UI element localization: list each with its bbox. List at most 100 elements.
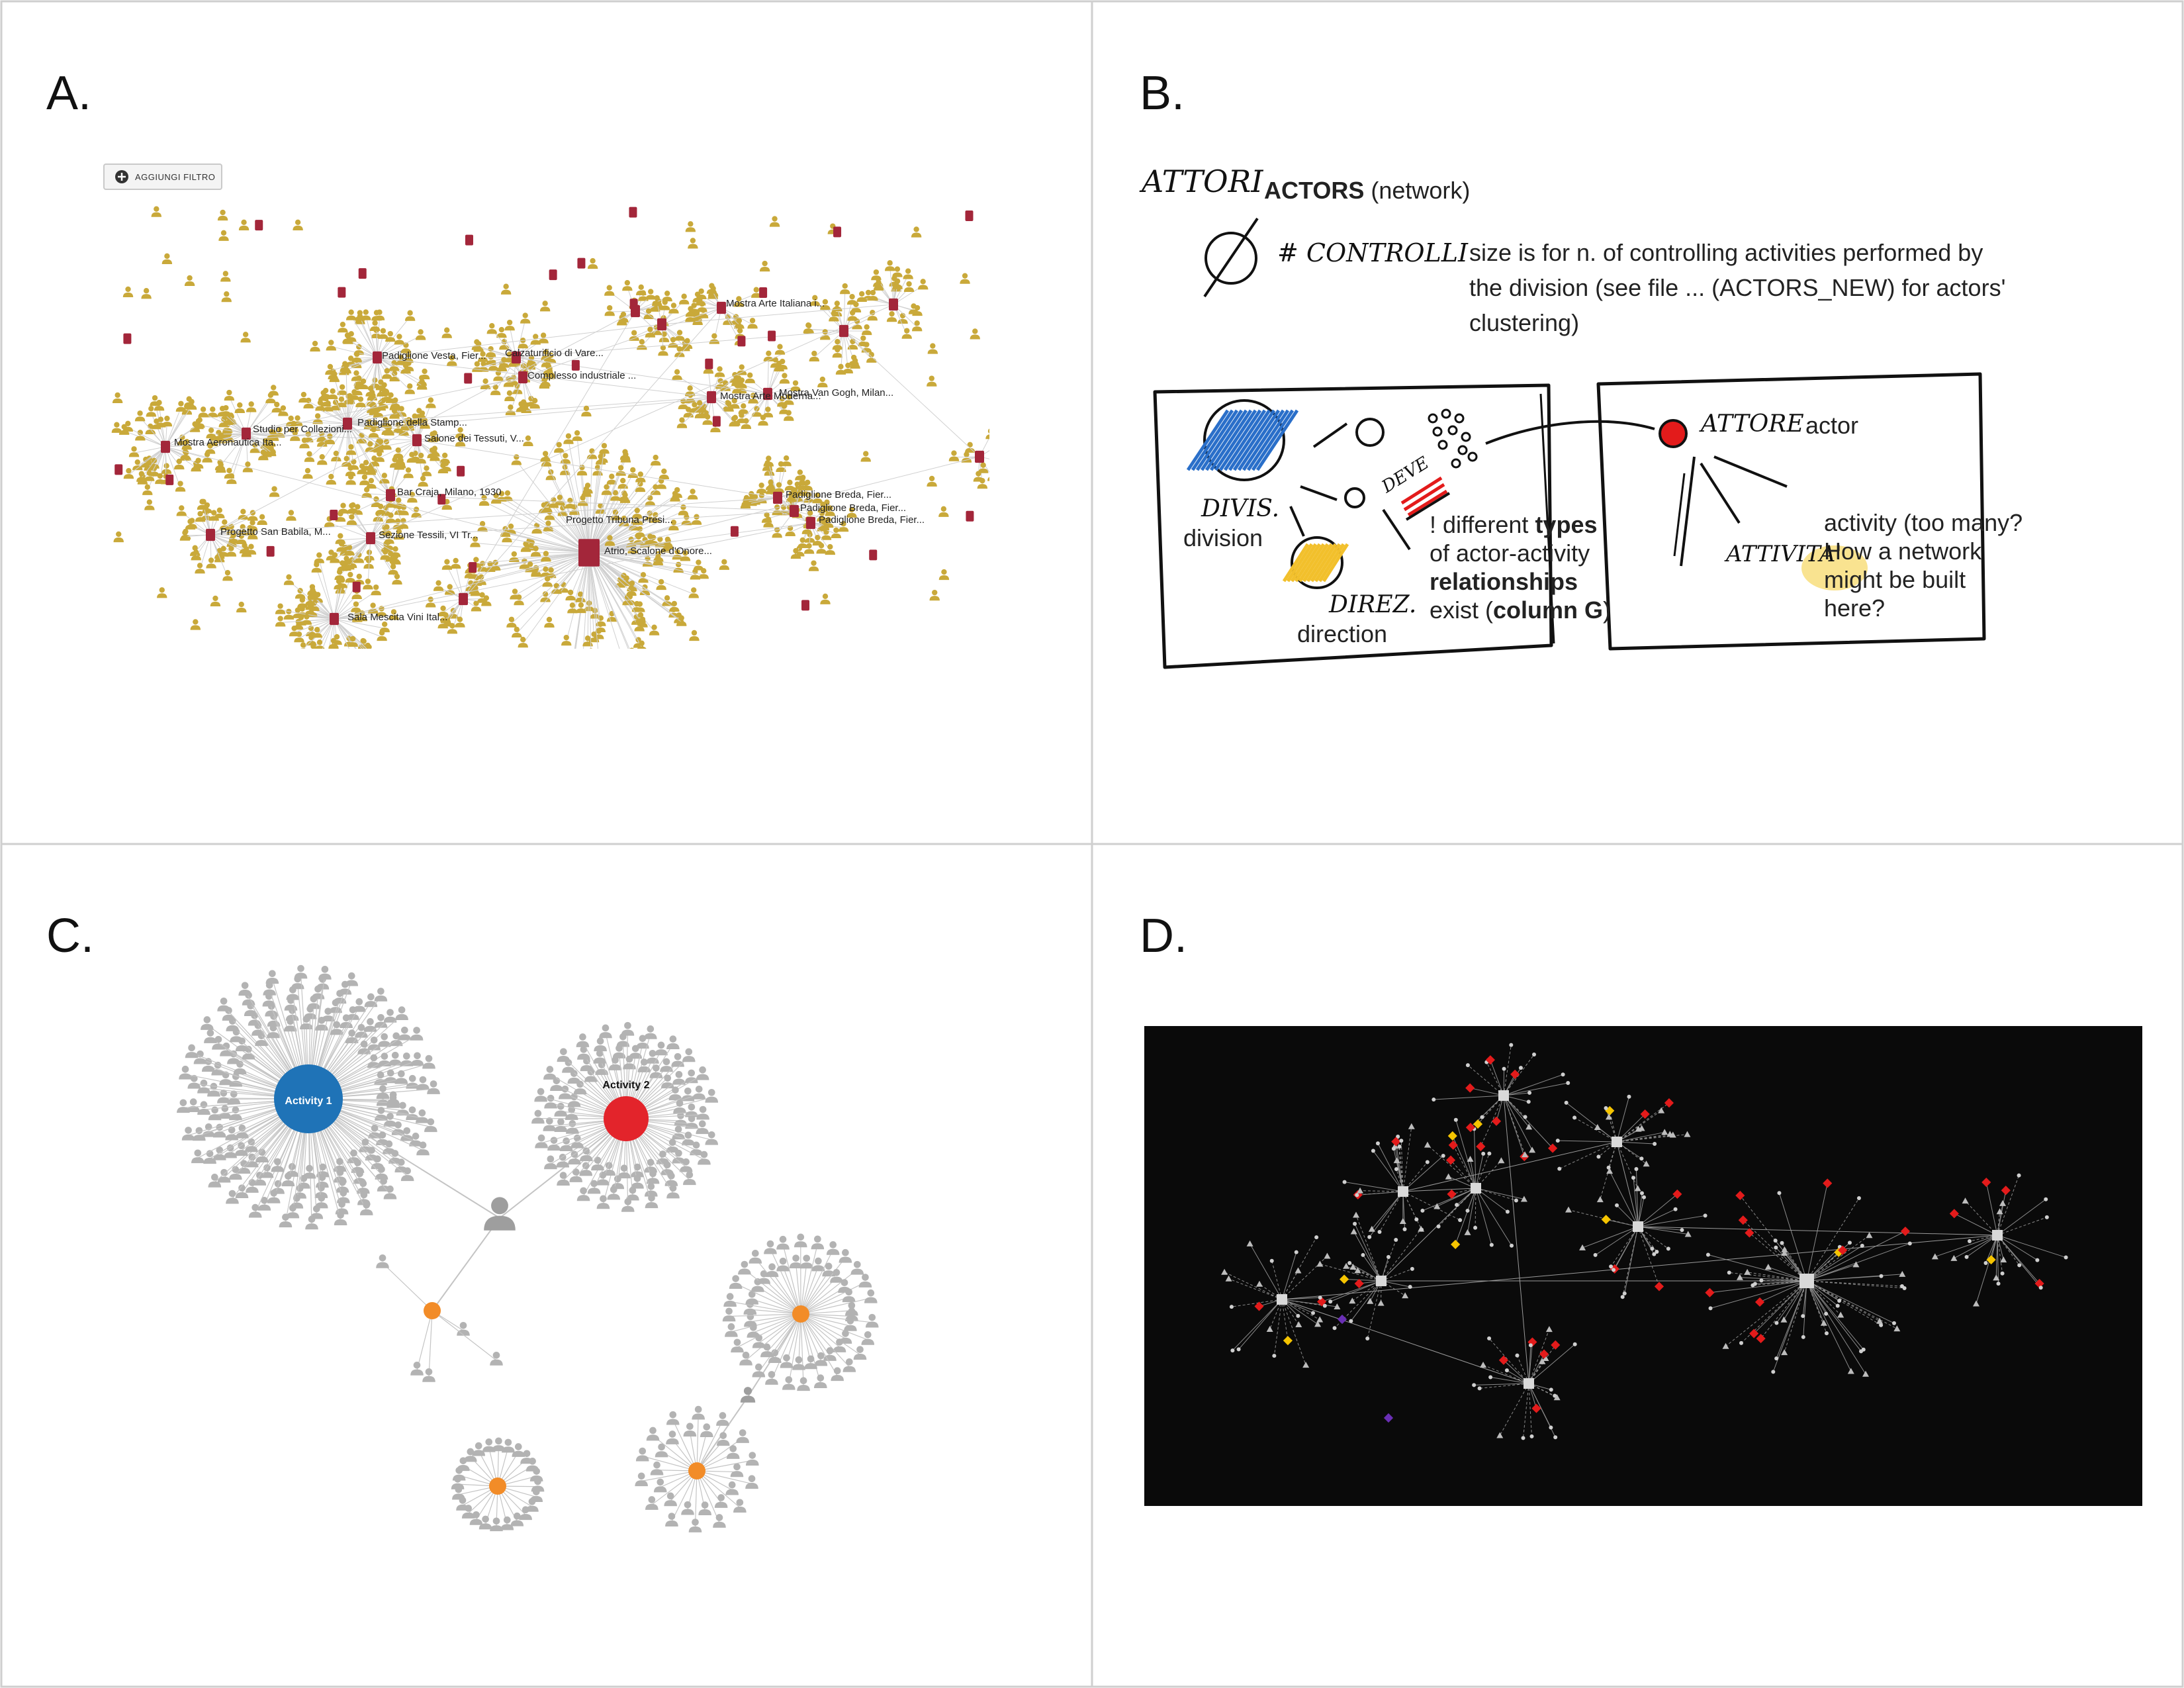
person-head [506,390,513,397]
person-head [534,1109,542,1117]
person-body [300,1023,313,1029]
person-head [211,1106,218,1114]
person-head [598,621,604,628]
person-body [714,372,725,377]
person-head [365,579,371,585]
person-head [596,628,602,634]
person-head [363,309,369,315]
person-body [383,429,394,434]
person-body [201,1065,215,1072]
person-head [188,1044,195,1052]
actor-icon [195,417,205,428]
person-head [668,1172,675,1180]
person-head [722,380,729,386]
person-head [248,401,254,407]
person-head [508,404,514,410]
person-head [424,465,430,471]
person-body [329,377,340,383]
actor-icon [776,1235,790,1250]
person-body [206,563,216,569]
actor-icon [184,275,195,286]
activity-marker [833,226,842,238]
person-body [421,471,432,477]
person-head [941,569,947,575]
person-head [422,418,428,424]
person-body [265,1010,278,1017]
person-head [580,494,586,501]
person-head [220,209,226,216]
person-head [560,1048,567,1055]
person-body [693,565,704,571]
person-head [698,288,704,295]
person-head [330,388,336,395]
person-head [503,283,509,289]
activity-marker [266,545,275,557]
actor-icon [146,406,156,417]
actor-icon [650,512,661,523]
actor-icon [813,1374,827,1389]
person-body [499,345,510,350]
add-filter-button[interactable]: AGGIUNGI FILTRO [103,164,222,190]
activity-label: Salone dei Tessuti, V... [424,433,524,444]
person-body [490,390,501,395]
add-filter-button-frame[interactable] [103,164,222,190]
network-edge [682,397,712,425]
person-head [894,278,901,284]
panel-c-frame [0,843,1093,1688]
person-head [377,1071,385,1079]
actor-icon [563,433,574,444]
person-head [797,1233,805,1241]
person-head [365,658,371,663]
actor-icon [422,1055,435,1069]
person-head [814,1235,821,1243]
person-body [324,439,336,445]
person-body [650,461,661,466]
network-edge [329,522,371,539]
person-body [635,487,646,492]
person-body [221,297,232,303]
person-body [518,643,528,648]
person-head [269,970,276,978]
person-head [348,309,354,315]
person-body [897,318,908,324]
add-filter-label[interactable]: AGGIUNGI FILTRO [135,172,215,182]
person-head [563,453,569,459]
actor-icon [772,504,782,516]
person-head [425,1055,433,1062]
network-edge [511,552,590,624]
person-head [647,1158,655,1166]
person-head [860,335,866,342]
person-body [578,663,588,667]
person-body [225,1134,238,1141]
person-body [305,1223,318,1230]
person-head [624,1198,632,1205]
actor-icon [218,230,229,241]
person-body [184,281,195,286]
person-body [420,424,430,429]
person-body [540,381,551,387]
person-head [154,418,159,424]
actor-icon [113,531,124,543]
person-head [999,455,1004,460]
person-head [589,448,595,454]
actor-icon [490,384,501,395]
actor-icon [658,345,668,356]
person-head [580,657,585,662]
actor-icon [649,624,660,635]
person-body [826,1248,840,1255]
person-body [759,266,770,272]
actor-icon [111,422,122,433]
person-head [277,616,283,622]
activity-marker [806,516,815,530]
person-body [441,333,452,338]
person-head [662,299,668,305]
network-edge [128,427,166,447]
person-body [886,317,897,322]
actor-activity-network-a [111,206,1004,677]
person-body [271,1166,285,1172]
person-body [342,338,353,344]
person-body [566,672,576,677]
person-head [867,1289,875,1297]
person-head [838,363,844,369]
person-body [427,453,437,459]
